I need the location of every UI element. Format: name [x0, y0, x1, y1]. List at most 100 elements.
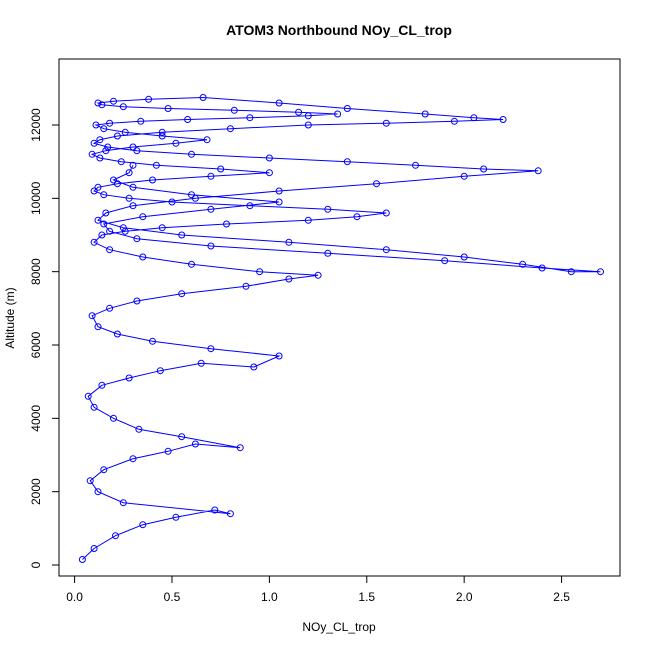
- data-point: [106, 119, 114, 127]
- data-point: [94, 323, 102, 331]
- x-axis: 0.0 0.5 1.0 1.5 2.0 2.5: [66, 575, 570, 604]
- data-point: [121, 227, 129, 235]
- data-point: [199, 94, 207, 101]
- data-point: [149, 337, 156, 345]
- data-point: [129, 455, 137, 463]
- data-point: [178, 290, 186, 298]
- data-point: [110, 176, 117, 184]
- data-point: [256, 268, 264, 276]
- data-point: [211, 506, 219, 514]
- data-point: [226, 125, 234, 133]
- data-point: [121, 128, 129, 136]
- data-point: [158, 132, 166, 140]
- data-point: [78, 556, 86, 563]
- data-point: [112, 532, 119, 540]
- data-point: [226, 510, 234, 518]
- data-point: [343, 158, 351, 166]
- data-point: [158, 128, 166, 136]
- data-point: [110, 414, 117, 422]
- data-point: [460, 253, 468, 261]
- data-point: [314, 271, 322, 279]
- data-series: [78, 94, 604, 563]
- data-point: [156, 367, 164, 375]
- data-point: [98, 381, 106, 389]
- data-point: [172, 139, 180, 147]
- x-tick-label: 2.5: [553, 590, 570, 604]
- data-point: [207, 205, 215, 213]
- data-point: [285, 275, 293, 283]
- data-point: [125, 169, 133, 177]
- data-point: [382, 209, 390, 217]
- data-point: [275, 187, 283, 195]
- data-point: [246, 202, 254, 210]
- data-point: [139, 213, 147, 221]
- data-point: [285, 238, 293, 246]
- data-point: [139, 253, 147, 261]
- data-point: [275, 99, 283, 107]
- data-point: [164, 105, 172, 112]
- x-tick-label: 1.0: [261, 590, 278, 604]
- x-tick-label: 1.5: [358, 590, 375, 604]
- data-point: [90, 545, 98, 552]
- data-point: [242, 282, 250, 290]
- data-point: [334, 110, 342, 118]
- data-point: [158, 224, 166, 232]
- data-point: [102, 147, 110, 155]
- data-point: [343, 105, 351, 112]
- data-point: [250, 363, 258, 371]
- data-point: [304, 121, 312, 129]
- data-point: [191, 440, 199, 448]
- data-point: [223, 220, 230, 228]
- data-point: [94, 488, 102, 496]
- data-point: [88, 150, 96, 158]
- data-point: [178, 231, 186, 239]
- data-point: [119, 224, 127, 232]
- data-point: [100, 220, 108, 228]
- y-tick-label: 4000: [29, 405, 43, 432]
- data-point: [470, 114, 478, 122]
- data-point: [152, 161, 160, 169]
- data-point: [125, 194, 133, 202]
- data-point: [197, 359, 205, 367]
- data-point: [534, 167, 542, 175]
- y-tick-label: 12000: [29, 108, 43, 142]
- data-point: [168, 198, 176, 206]
- data-point: [275, 352, 283, 360]
- data-point: [499, 116, 507, 123]
- y-tick-label: 2000: [29, 478, 43, 505]
- data-point: [373, 180, 380, 188]
- data-point: [119, 103, 127, 111]
- data-point: [133, 147, 141, 155]
- data-point: [275, 198, 283, 206]
- data-point: [92, 121, 100, 129]
- data-point: [88, 312, 96, 320]
- data-point: [102, 209, 110, 217]
- y-axis: 0 2000 4000 6000 8000 10000 12000: [29, 108, 60, 568]
- data-point: [217, 165, 225, 173]
- y-tick-label: 8000: [29, 258, 43, 285]
- data-point: [246, 114, 254, 122]
- data-point: [110, 97, 117, 105]
- data-point: [460, 172, 468, 180]
- y-axis-label: Altitude (m): [3, 287, 17, 348]
- data-point: [191, 194, 199, 202]
- data-point: [324, 249, 332, 257]
- data-point: [236, 444, 244, 452]
- data-point: [207, 172, 215, 180]
- data-point: [106, 227, 114, 235]
- data-point: [188, 260, 195, 268]
- data-point: [149, 176, 156, 184]
- data-point: [421, 110, 429, 118]
- data-point: [188, 191, 195, 199]
- data-point: [172, 513, 180, 521]
- data-point: [129, 202, 137, 210]
- data-point: [94, 99, 102, 107]
- data-point: [106, 304, 114, 312]
- x-axis-label: NOy_CL_trop: [302, 620, 376, 634]
- data-point: [265, 154, 273, 162]
- data-point: [104, 143, 112, 151]
- data-point: [382, 119, 390, 127]
- data-point: [100, 466, 108, 474]
- data-point: [178, 433, 186, 441]
